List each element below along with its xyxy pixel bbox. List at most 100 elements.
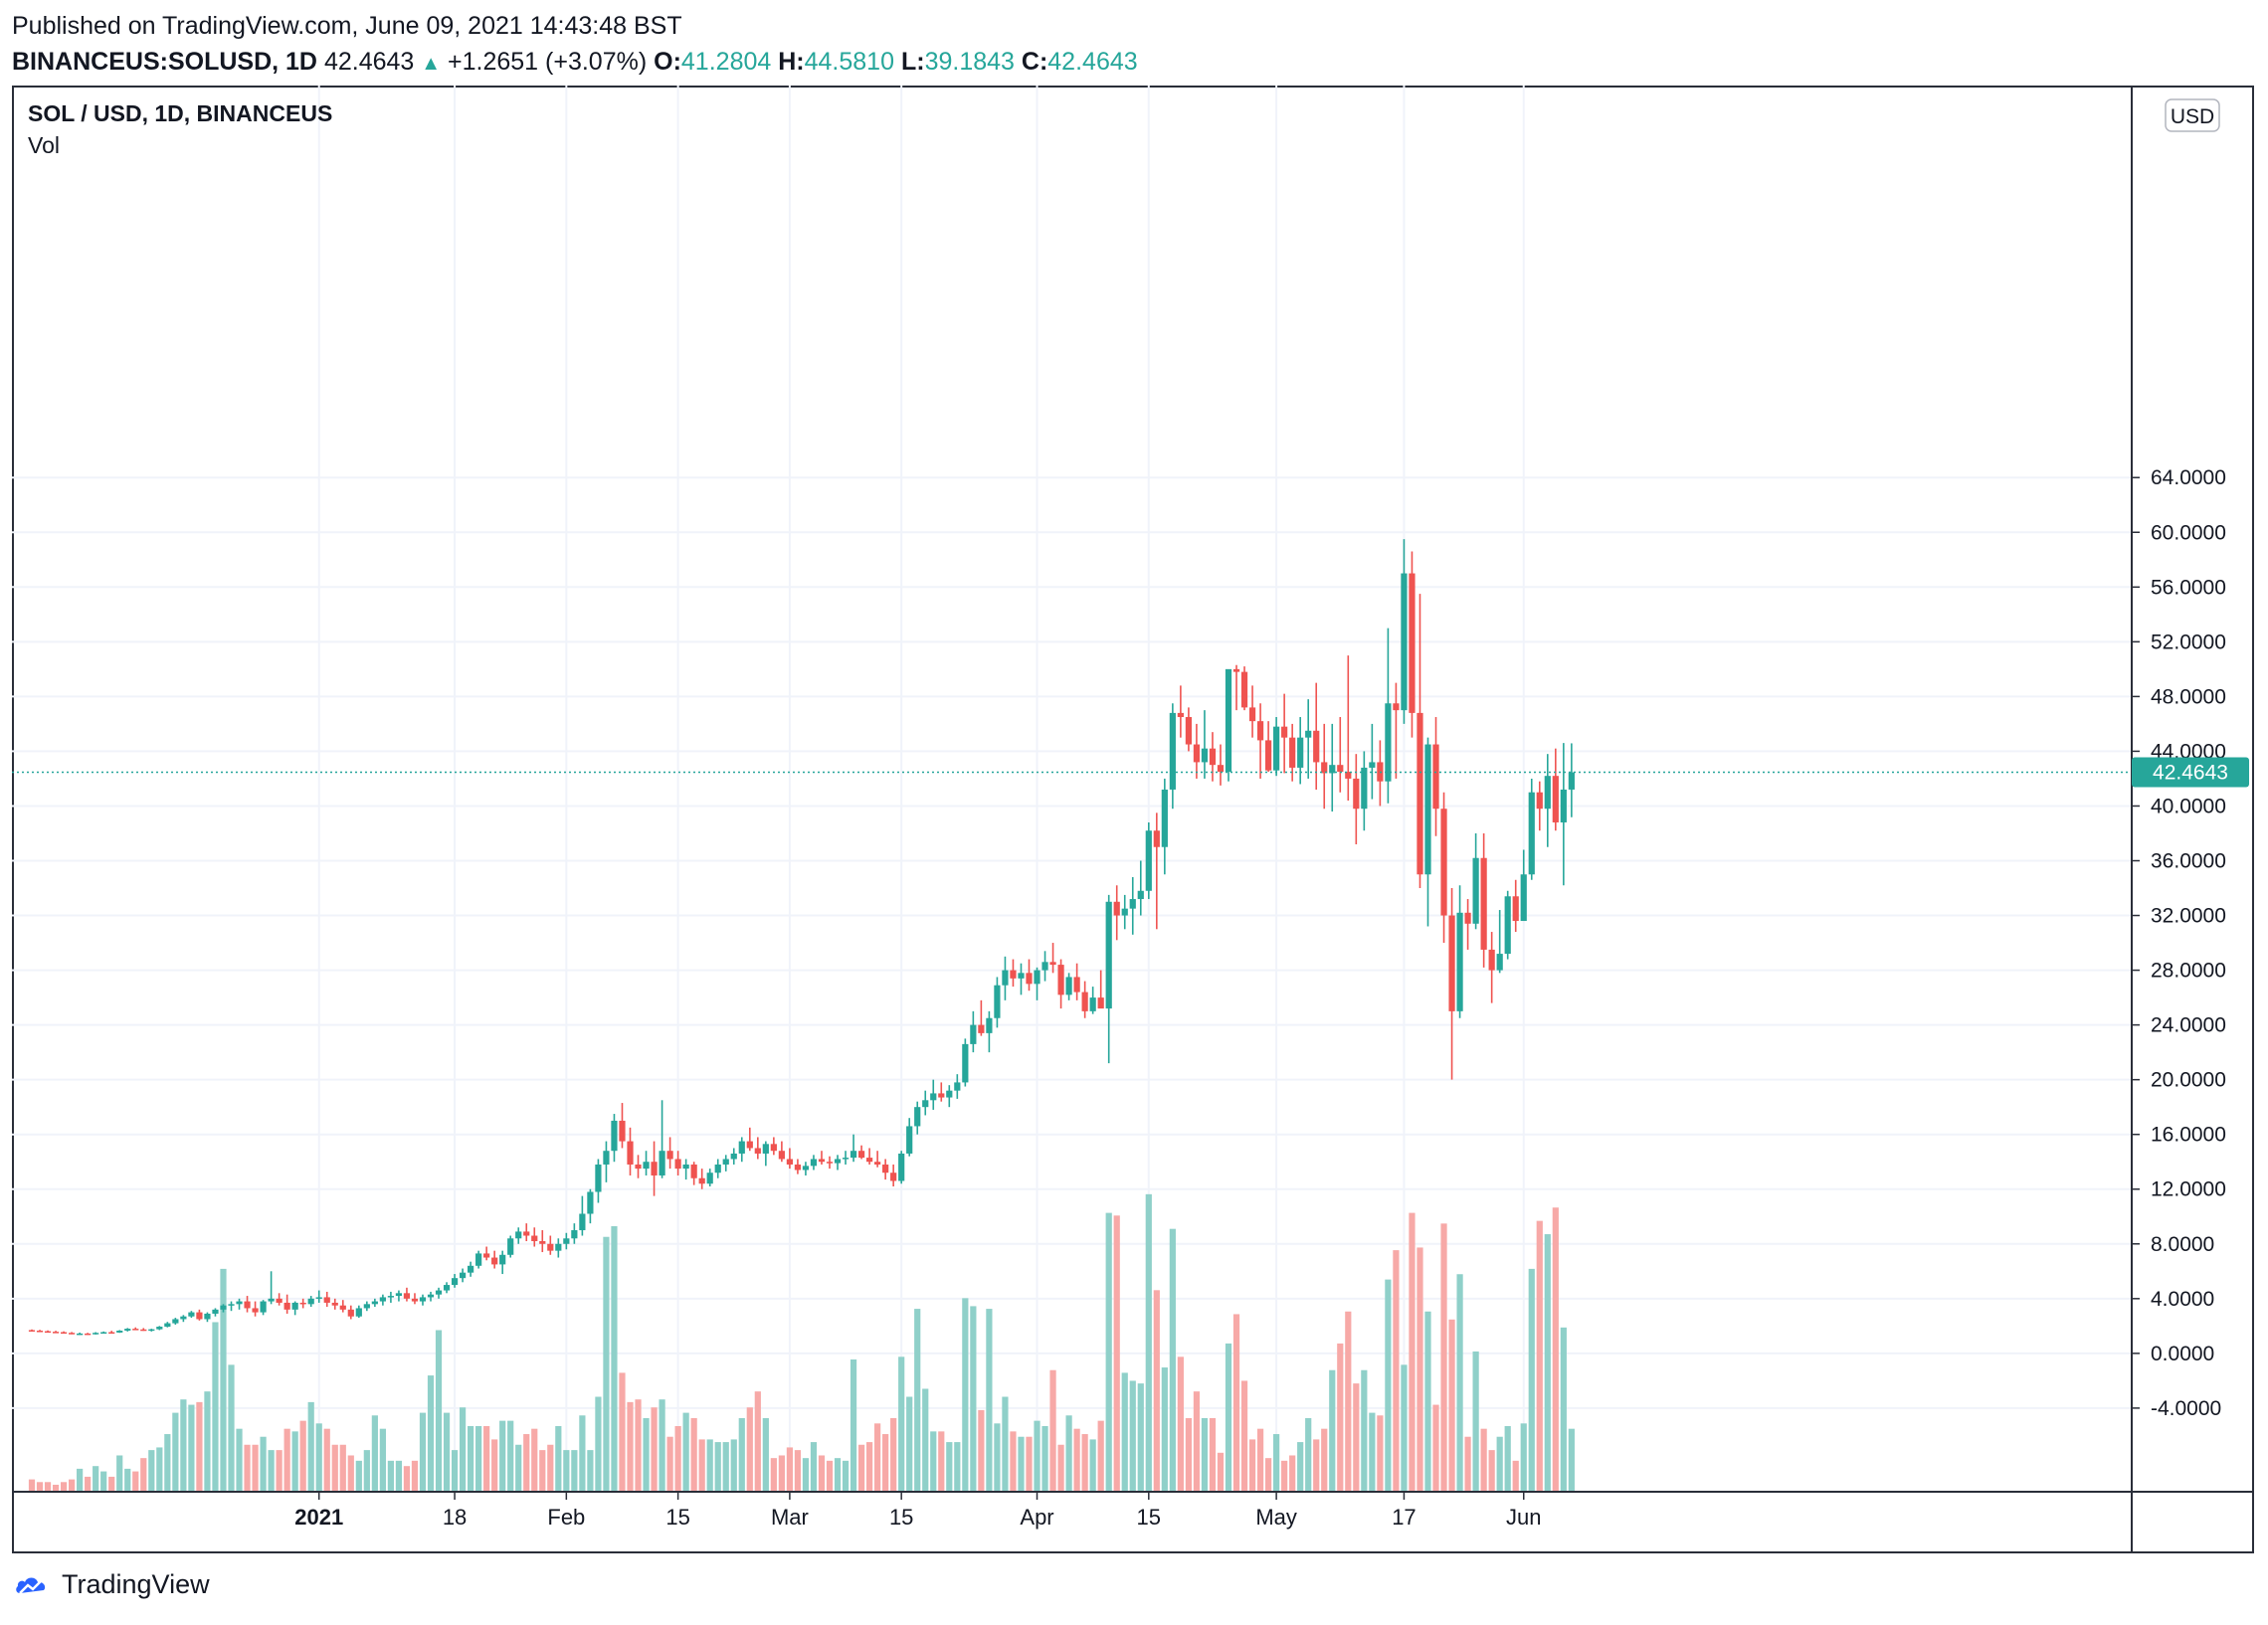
volume-bar [252, 1444, 259, 1493]
candle-body [1057, 965, 1064, 995]
candle-body [164, 1323, 171, 1328]
candle-body [28, 1330, 36, 1332]
volume-bar [339, 1444, 346, 1493]
candle-body [986, 1017, 993, 1033]
candle-body [523, 1231, 530, 1236]
candle-body [124, 1329, 131, 1332]
candle-body [1018, 973, 1025, 979]
volume-bar [1417, 1247, 1423, 1493]
open-label: O: [654, 48, 681, 76]
candle-body [842, 1158, 850, 1160]
volume-bar [427, 1375, 435, 1493]
volume-bar [515, 1444, 522, 1493]
volume-bar [794, 1450, 802, 1493]
candle-body [1232, 668, 1240, 672]
candle-body [651, 1162, 658, 1175]
volume-bar [284, 1428, 290, 1493]
volume-bar [834, 1458, 842, 1493]
time-tick-label: Feb [547, 1505, 585, 1530]
candle-body [515, 1231, 522, 1239]
candle-body [1488, 949, 1495, 971]
volume-bar [898, 1356, 905, 1493]
candle-body [36, 1331, 44, 1333]
candle-body [674, 1159, 681, 1170]
candle-body [1153, 830, 1160, 847]
volume-bar [475, 1426, 482, 1493]
time-axis[interactable]: 2021 18 Feb 15 Mar 15 Apr 15 May 17 Jun [294, 1492, 1541, 1530]
time-tick-label: 17 [1392, 1505, 1416, 1530]
volume-bar [970, 1306, 977, 1493]
candle-body [427, 1294, 435, 1298]
volume-bar [555, 1426, 562, 1493]
price-tick-label: 4.0000 [2151, 1288, 2214, 1311]
volume-bar [762, 1417, 769, 1493]
candle-body [1401, 573, 1408, 711]
currency-badge-box[interactable] [2165, 98, 2220, 132]
candle-body [1089, 997, 1096, 1011]
candle-body [1321, 762, 1328, 774]
candle-body [1417, 712, 1423, 875]
volume-bar [1432, 1404, 1439, 1493]
currency-badge[interactable]: USD [2165, 98, 2220, 132]
candle-body [188, 1312, 195, 1317]
candle-body [1544, 776, 1551, 810]
volume-bar [659, 1399, 665, 1493]
tradingview-logo-icon [16, 1577, 46, 1594]
candle-body [1409, 573, 1416, 713]
volume-bar [1113, 1215, 1120, 1493]
candle-body [627, 1141, 634, 1165]
price-axis[interactable]: 64.000060.000056.000052.000048.000044.00… [2132, 466, 2226, 1420]
volume-bar [986, 1309, 993, 1493]
volume-bar [276, 1450, 283, 1493]
candle-body [938, 1093, 945, 1098]
candle-body [228, 1304, 235, 1306]
volume-bar [682, 1412, 689, 1493]
volume-bar [882, 1434, 889, 1493]
price-tick-label: 36.0000 [2151, 850, 2226, 873]
legend-volume-label: Vol [28, 132, 60, 158]
volume-bar [666, 1436, 673, 1493]
candle-body [1185, 717, 1192, 745]
candle-body [1081, 992, 1088, 1011]
volume-bar [1313, 1439, 1320, 1493]
candle-body [52, 1332, 60, 1334]
candle-body [60, 1332, 68, 1335]
tradingview-brand[interactable]: TradingView [62, 1569, 210, 1599]
low-value: 39.1843 [924, 48, 1015, 76]
volume-bar [435, 1330, 443, 1493]
candle-body [339, 1305, 346, 1310]
candle-body [698, 1177, 705, 1184]
candle-body [1456, 912, 1463, 1011]
candle-body [666, 1151, 673, 1160]
volume-bar [1512, 1460, 1519, 1493]
time-tick-label: Apr [1020, 1505, 1053, 1530]
candle-body [1305, 730, 1312, 738]
candle-body [1520, 874, 1527, 922]
volume-bar [722, 1442, 729, 1493]
volume-bar [1169, 1228, 1176, 1493]
candle-body [914, 1107, 921, 1127]
candle-body [156, 1327, 163, 1330]
volume-bar [52, 1484, 60, 1493]
candle-body [866, 1158, 873, 1163]
time-tick-label: 18 [443, 1505, 467, 1530]
candle-body [1129, 899, 1136, 909]
candlestick-chart[interactable]: 64.000060.000056.000052.000048.000044.00… [12, 86, 2254, 1553]
volume-bar [204, 1391, 211, 1493]
price-tick-label: 20.0000 [2151, 1069, 2226, 1092]
volume-bar [1073, 1428, 1080, 1493]
volume-bar [483, 1426, 490, 1493]
price-tick-label: 32.0000 [2151, 905, 2226, 928]
low-label: L: [900, 48, 925, 76]
volume-bar [1361, 1369, 1368, 1493]
chart-frame [12, 86, 2254, 1553]
volume-bar [1105, 1212, 1112, 1493]
volume-bar [196, 1401, 203, 1493]
volume-bar [571, 1450, 578, 1493]
volume-bar [1089, 1439, 1096, 1493]
candle-body [403, 1293, 411, 1299]
volume-bar [1448, 1319, 1455, 1493]
time-tick-label: May [1255, 1505, 1297, 1530]
volume-bar [802, 1458, 810, 1493]
volume-bar [379, 1428, 386, 1493]
